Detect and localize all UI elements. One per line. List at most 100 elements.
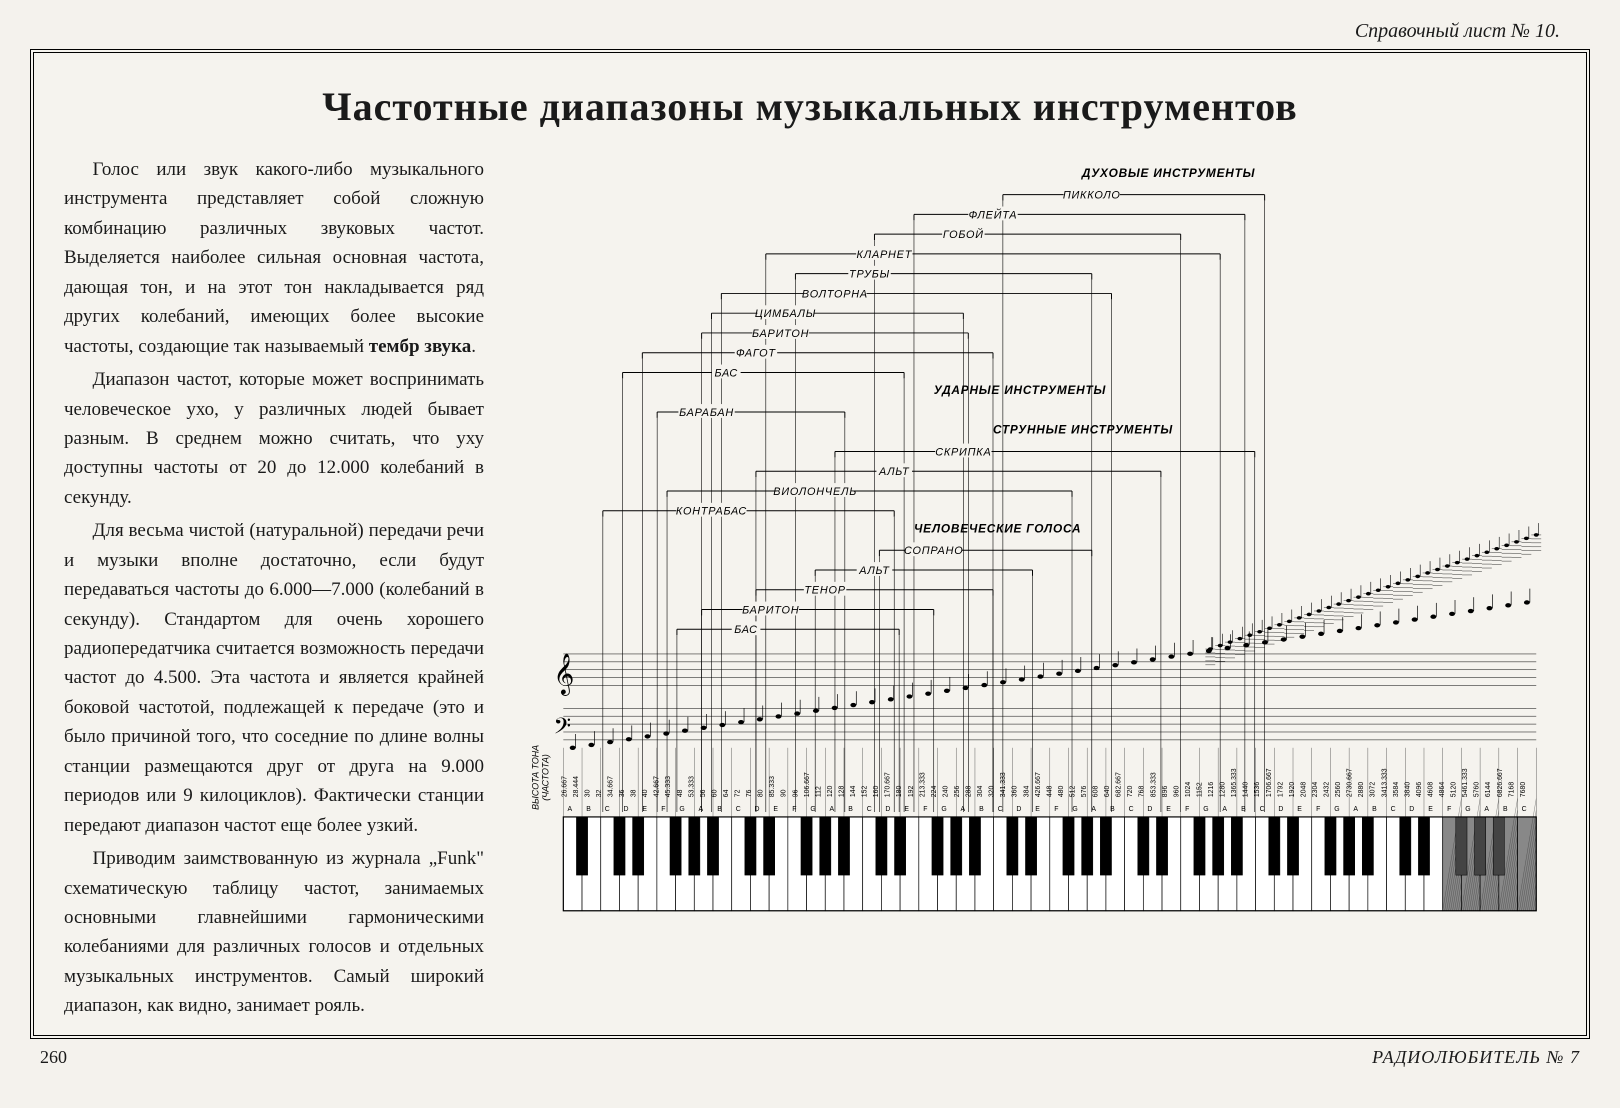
svg-text:1706.667: 1706.667 — [1266, 768, 1273, 797]
svg-text:384: 384 — [1023, 785, 1030, 797]
svg-text:128: 128 — [838, 785, 845, 797]
content-area: Голос или звук какого-либо музыкального … — [64, 155, 1556, 985]
svg-text:768: 768 — [1139, 785, 1146, 797]
svg-text:608: 608 — [1093, 785, 1100, 797]
svg-text:320: 320 — [989, 785, 996, 797]
svg-text:F: F — [661, 806, 665, 813]
svg-text:СОПРАНО: СОПРАНО — [904, 545, 964, 557]
svg-text:A: A — [1091, 806, 1096, 813]
svg-text:45.333: 45.333 — [665, 776, 672, 797]
svg-text:F: F — [1316, 806, 1320, 813]
svg-text:C: C — [1129, 806, 1134, 813]
svg-text:160: 160 — [873, 785, 880, 797]
svg-text:426.667: 426.667 — [1035, 772, 1042, 797]
text-column: Голос или звук какого-либо музыкального … — [64, 155, 484, 985]
svg-text:3413.333: 3413.333 — [1381, 768, 1388, 797]
svg-text:ГОБОЙ: ГОБОЙ — [943, 228, 984, 241]
svg-text:144: 144 — [850, 785, 857, 797]
svg-text:2880: 2880 — [1358, 782, 1365, 798]
page-number: 260 — [40, 1047, 67, 1068]
svg-text:ВИОЛОНЧЕЛЬ: ВИОЛОНЧЕЛЬ — [773, 486, 857, 498]
svg-text:224: 224 — [931, 785, 938, 797]
svg-text:5760: 5760 — [1474, 782, 1481, 798]
svg-text:576: 576 — [1081, 785, 1088, 797]
svg-text:B: B — [1503, 806, 1508, 813]
svg-text:A: A — [960, 806, 965, 813]
svg-text:3584: 3584 — [1393, 782, 1400, 798]
svg-text:2048: 2048 — [1300, 782, 1307, 798]
svg-text:G: G — [1334, 806, 1339, 813]
diagram-column: ПИККОЛОФЛЕЙТАГОБОЙКЛАРНЕТТРУБЫВОЛТОРНАЦИ… — [509, 155, 1556, 985]
svg-text:B: B — [848, 806, 853, 813]
svg-text:B: B — [1372, 806, 1377, 813]
svg-text:3072: 3072 — [1370, 782, 1377, 798]
svg-text:34.667: 34.667 — [607, 776, 614, 797]
svg-text:F: F — [1447, 806, 1451, 813]
svg-text:D: D — [624, 806, 629, 813]
svg-text:112: 112 — [815, 786, 822, 797]
svg-text:1536: 1536 — [1254, 782, 1261, 798]
svg-text:ТЕНОР: ТЕНОР — [804, 585, 845, 597]
svg-text:480: 480 — [1058, 785, 1065, 797]
body-paragraph: Приводим заимствованную из журнала „Funk… — [64, 844, 484, 1021]
svg-text:2432: 2432 — [1324, 782, 1331, 798]
svg-text:180: 180 — [896, 785, 903, 797]
svg-text:1024: 1024 — [1185, 782, 1192, 798]
svg-text:80: 80 — [758, 789, 765, 797]
svg-text:A: A — [1484, 806, 1489, 813]
svg-text:240: 240 — [942, 785, 949, 797]
svg-text:D: D — [885, 806, 890, 813]
svg-text:G: G — [810, 806, 815, 813]
svg-text:E: E — [773, 806, 778, 813]
svg-text:D: D — [1147, 806, 1152, 813]
svg-text:C: C — [1522, 806, 1527, 813]
svg-text:720: 720 — [1127, 785, 1134, 797]
svg-text:E: E — [1297, 806, 1302, 813]
svg-text:D: D — [1278, 806, 1283, 813]
svg-text:6826.667: 6826.667 — [1497, 768, 1504, 797]
svg-text:E: E — [904, 806, 909, 813]
svg-text:ВЫСОТА ТОНА(ЧАСТОТА): ВЫСОТА ТОНА(ЧАСТОТА) — [531, 745, 551, 810]
svg-text:БАС: БАС — [715, 367, 739, 379]
svg-text:СКРИПКА: СКРИПКА — [935, 446, 991, 458]
svg-text:106.667: 106.667 — [804, 772, 811, 797]
svg-text:4096: 4096 — [1416, 782, 1423, 798]
svg-text:БАС: БАС — [734, 624, 758, 636]
svg-text:ТРУБЫ: ТРУБЫ — [849, 269, 890, 281]
svg-text:96: 96 — [792, 789, 799, 797]
svg-text:E: E — [642, 806, 647, 813]
svg-text:ФАГОТ: ФАГОТ — [736, 348, 776, 360]
svg-text:A: A — [699, 806, 704, 813]
svg-text:КЛАРНЕТ: КЛАРНЕТ — [857, 249, 913, 261]
svg-text:3840: 3840 — [1404, 782, 1411, 798]
svg-text:C: C — [736, 806, 741, 813]
svg-text:512: 512 — [1069, 785, 1076, 797]
svg-text:F: F — [1054, 806, 1058, 813]
svg-text:АЛЬТ: АЛЬТ — [878, 466, 910, 478]
svg-text:E: E — [1035, 806, 1040, 813]
svg-text:4864: 4864 — [1439, 782, 1446, 798]
svg-text:682.667: 682.667 — [1116, 772, 1123, 797]
svg-text:F: F — [792, 806, 796, 813]
svg-text:G: G — [679, 806, 684, 813]
svg-text:1280: 1280 — [1220, 782, 1227, 798]
svg-text:32: 32 — [596, 789, 603, 797]
svg-text:2560: 2560 — [1335, 782, 1342, 798]
svg-text:4608: 4608 — [1427, 782, 1434, 798]
svg-text:B: B — [1241, 806, 1246, 813]
svg-text:B: B — [979, 806, 984, 813]
svg-text:АЛЬТ: АЛЬТ — [858, 565, 890, 577]
svg-text:БАРИТОН: БАРИТОН — [752, 328, 809, 340]
svg-text:6144: 6144 — [1485, 782, 1492, 798]
svg-text:A: A — [1353, 806, 1358, 813]
svg-text:C: C — [1260, 806, 1265, 813]
svg-text:C: C — [867, 806, 872, 813]
svg-text:C: C — [605, 806, 610, 813]
svg-text:УДАРНЫЕ ИНСТРУМЕНТЫ: УДАРНЫЕ ИНСТРУМЕНТЫ — [934, 383, 1107, 397]
svg-text:1152: 1152 — [1197, 782, 1204, 797]
svg-text:C: C — [1391, 806, 1396, 813]
svg-text:42.667: 42.667 — [654, 776, 661, 797]
svg-text:D: D — [754, 806, 759, 813]
svg-text:БАРИТОН: БАРИТОН — [742, 604, 799, 616]
svg-text:120: 120 — [827, 785, 834, 797]
